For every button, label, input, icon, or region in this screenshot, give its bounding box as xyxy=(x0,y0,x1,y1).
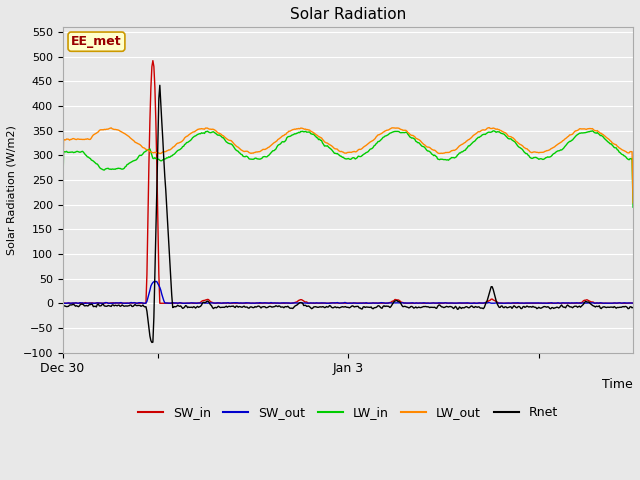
SW_out xyxy=(598,300,605,306)
Rnet xyxy=(559,304,566,310)
SW_in xyxy=(559,300,566,306)
LW_out xyxy=(485,125,493,131)
LW_in xyxy=(59,199,67,205)
LW_in xyxy=(258,156,266,161)
LW_out xyxy=(61,137,69,143)
SW_out xyxy=(152,278,160,284)
Rnet xyxy=(260,304,268,310)
LW_in xyxy=(444,157,451,163)
LW_in xyxy=(629,204,637,210)
Rnet xyxy=(629,304,637,310)
LW_in xyxy=(61,149,69,155)
X-axis label: Time: Time xyxy=(602,378,633,391)
SW_in xyxy=(445,300,453,306)
SW_in xyxy=(61,300,69,306)
Rnet xyxy=(61,303,69,309)
LW_out xyxy=(558,139,566,145)
SW_in xyxy=(404,300,412,306)
SW_in xyxy=(59,300,67,306)
SW_in xyxy=(260,300,268,306)
SW_in xyxy=(598,300,606,306)
SW_in xyxy=(149,58,157,63)
LW_out xyxy=(444,150,451,156)
Text: EE_met: EE_met xyxy=(71,35,122,48)
SW_in xyxy=(629,300,637,306)
Y-axis label: Solar Radiation (W/m2): Solar Radiation (W/m2) xyxy=(7,125,17,255)
Rnet xyxy=(598,304,606,310)
Line: LW_out: LW_out xyxy=(63,128,633,203)
SW_out xyxy=(445,300,452,306)
SW_in xyxy=(63,300,70,306)
LW_out xyxy=(258,147,266,153)
LW_out xyxy=(598,131,605,136)
Rnet xyxy=(445,304,453,310)
LW_out xyxy=(402,128,410,133)
Rnet xyxy=(156,83,164,88)
Rnet xyxy=(404,304,412,310)
LW_in xyxy=(557,147,564,153)
Line: Rnet: Rnet xyxy=(63,85,633,342)
SW_out xyxy=(629,300,637,306)
Rnet xyxy=(148,339,156,345)
LW_in xyxy=(589,128,596,134)
SW_out xyxy=(558,300,566,306)
SW_out xyxy=(59,300,67,306)
Title: Solar Radiation: Solar Radiation xyxy=(290,7,406,22)
Line: SW_in: SW_in xyxy=(63,60,633,303)
LW_out xyxy=(629,200,637,206)
LW_out xyxy=(59,191,67,197)
Line: LW_in: LW_in xyxy=(63,131,633,207)
SW_out xyxy=(259,300,267,306)
SW_out xyxy=(403,300,411,306)
LW_in xyxy=(598,132,605,138)
Line: SW_out: SW_out xyxy=(63,281,633,303)
SW_out xyxy=(61,300,69,306)
LW_in xyxy=(402,129,410,135)
Rnet xyxy=(59,302,67,308)
Legend: SW_in, SW_out, LW_in, LW_out, Rnet: SW_in, SW_out, LW_in, LW_out, Rnet xyxy=(133,401,563,424)
